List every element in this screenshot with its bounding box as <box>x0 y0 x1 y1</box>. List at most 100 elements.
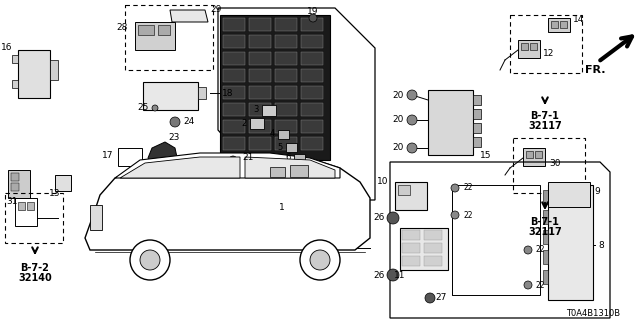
Bar <box>543 230 548 244</box>
Bar <box>249 120 271 133</box>
Bar <box>223 69 245 82</box>
Bar <box>275 18 297 31</box>
Bar <box>543 210 548 224</box>
Text: 26: 26 <box>374 213 385 222</box>
Circle shape <box>524 281 532 289</box>
Bar <box>543 270 548 284</box>
Text: 24: 24 <box>183 117 195 126</box>
Text: 14: 14 <box>573 15 584 25</box>
Text: 20: 20 <box>392 143 404 153</box>
Circle shape <box>451 184 459 192</box>
Text: B-7-2: B-7-2 <box>20 263 49 273</box>
Bar <box>402 230 420 240</box>
Text: 22: 22 <box>536 281 545 290</box>
Bar <box>548 18 570 32</box>
Bar <box>262 105 276 116</box>
Bar <box>223 35 245 48</box>
Bar <box>275 69 297 82</box>
Text: 9: 9 <box>594 188 600 196</box>
Bar <box>8 170 30 198</box>
Bar <box>275 52 297 65</box>
Text: 28: 28 <box>116 23 128 33</box>
Bar <box>249 137 271 150</box>
Bar <box>250 118 264 129</box>
Text: 13: 13 <box>49 188 61 197</box>
Text: 20: 20 <box>392 116 404 124</box>
Bar <box>143 82 198 110</box>
Text: 18: 18 <box>222 89 234 98</box>
Circle shape <box>387 269 399 281</box>
Text: 19: 19 <box>307 6 319 15</box>
Text: 17: 17 <box>102 150 113 159</box>
Bar <box>301 120 323 133</box>
Text: 6: 6 <box>285 154 291 163</box>
Bar <box>249 52 271 65</box>
Bar <box>223 137 245 150</box>
Bar <box>301 18 323 31</box>
Bar <box>275 86 297 99</box>
Bar <box>223 103 245 116</box>
Bar <box>518 40 540 58</box>
Bar <box>18 202 25 210</box>
Bar <box>15 198 37 226</box>
Bar <box>543 250 548 264</box>
Bar <box>278 130 289 139</box>
Bar <box>18 50 50 98</box>
Text: B-7-1: B-7-1 <box>531 111 559 121</box>
Bar <box>521 43 528 50</box>
Bar <box>12 80 18 88</box>
Circle shape <box>229 156 237 164</box>
Bar <box>50 60 58 80</box>
Text: 8: 8 <box>598 241 604 250</box>
Circle shape <box>407 115 417 125</box>
Text: 16: 16 <box>1 44 12 52</box>
Circle shape <box>130 240 170 280</box>
Bar <box>249 69 271 82</box>
Bar <box>452 185 540 295</box>
Bar <box>275 35 297 48</box>
Bar <box>286 143 297 152</box>
Circle shape <box>140 250 160 270</box>
Polygon shape <box>170 10 208 22</box>
Circle shape <box>451 211 459 219</box>
Circle shape <box>524 246 532 254</box>
Bar <box>223 86 245 99</box>
Bar <box>551 21 558 28</box>
Bar <box>275 120 297 133</box>
Circle shape <box>300 240 340 280</box>
Polygon shape <box>148 142 178 170</box>
Text: 30: 30 <box>549 158 561 167</box>
Bar <box>125 5 213 70</box>
Bar <box>398 185 410 195</box>
Bar <box>402 256 420 266</box>
Text: 10: 10 <box>376 178 388 187</box>
Text: 32117: 32117 <box>528 227 562 237</box>
Bar <box>535 151 542 158</box>
Bar <box>223 120 245 133</box>
Text: 25: 25 <box>138 103 149 113</box>
Bar <box>473 109 481 119</box>
Circle shape <box>387 212 399 224</box>
Bar <box>301 69 323 82</box>
Polygon shape <box>120 157 240 178</box>
Bar <box>11 183 19 191</box>
Bar <box>249 18 271 31</box>
Bar <box>249 35 271 48</box>
Bar <box>513 138 585 193</box>
Bar <box>424 230 442 240</box>
Bar <box>294 154 305 163</box>
Bar <box>27 202 34 210</box>
Bar <box>548 182 590 207</box>
Bar <box>275 103 297 116</box>
Text: 12: 12 <box>543 49 554 58</box>
Bar <box>523 148 545 166</box>
Circle shape <box>152 105 158 111</box>
Bar <box>270 167 285 177</box>
Bar <box>560 21 567 28</box>
Bar <box>400 228 448 270</box>
Bar <box>290 165 308 177</box>
Text: 27: 27 <box>435 293 446 302</box>
Bar <box>138 25 154 35</box>
Bar <box>428 90 473 155</box>
Text: 4: 4 <box>269 130 275 139</box>
